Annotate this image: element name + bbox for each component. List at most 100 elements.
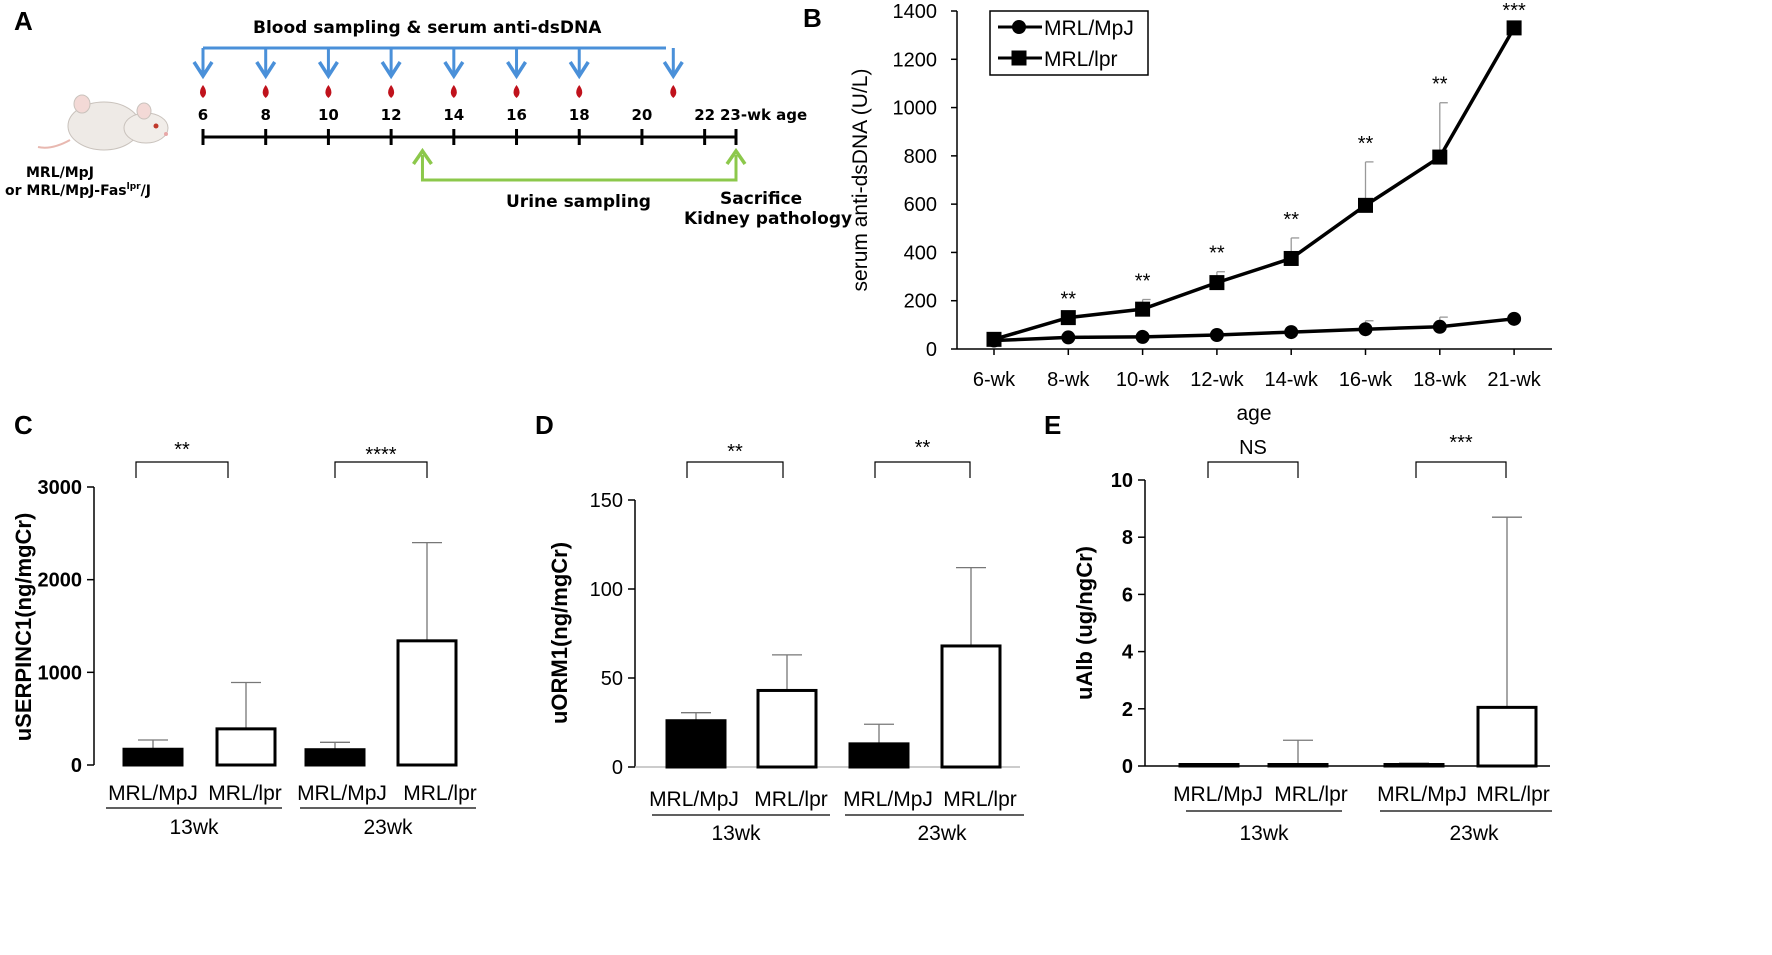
panel-e: E 0 2 4 6 8 10 uAlb (ug/ngCr) MRL/MpJ MRL/lpr 13w… xyxy=(1044,410,1552,845)
blood-drop-icon xyxy=(200,85,206,98)
y-tick-label: 50 xyxy=(601,668,623,690)
bar-category-label: MRL/lpr xyxy=(754,788,828,811)
data-point-lpr xyxy=(1135,301,1151,317)
timeline-ticks: 6 8 10 12 14 16 18 20 22 23-wk age xyxy=(198,106,807,145)
significance-bracket xyxy=(1207,461,1299,478)
blood-arrow-head xyxy=(380,61,402,80)
bar-category-label: MRL/lpr xyxy=(208,782,282,805)
data-point-mpj xyxy=(1209,327,1224,342)
panel-b-letter: B xyxy=(803,3,822,33)
significance-marker: **** xyxy=(365,444,396,466)
y-axis-title: serum anti-dsDNA (U/L) xyxy=(849,69,872,292)
y-axis-title: uORM1(ng/mgCr) xyxy=(547,542,572,724)
timeline-week-label: 6 xyxy=(198,106,208,124)
y-tick-label: 400 xyxy=(904,242,937,264)
x-tick-label: 21-wk xyxy=(1487,369,1541,391)
x-tick-label: 14-wk xyxy=(1265,369,1319,391)
bar-mpj xyxy=(122,747,184,767)
mouse-strain-label-1: MRL/MpJ xyxy=(26,165,94,181)
legend-marker-mpj xyxy=(1012,20,1026,34)
timeline-week-label: 10 xyxy=(318,106,339,124)
y-tick-label: 2 xyxy=(1122,699,1133,721)
bar-mpj xyxy=(665,719,727,769)
data-point-mpj xyxy=(1284,325,1299,340)
urine-sampling-arrows xyxy=(412,147,747,182)
blood-drop-icon xyxy=(262,85,269,98)
blood-arrow-head xyxy=(317,61,339,80)
blood-drop-icon xyxy=(450,85,457,98)
data-point-lpr xyxy=(1283,250,1299,266)
bar-lpr xyxy=(756,688,818,769)
significance-marker: ** xyxy=(1432,74,1448,96)
bar-lpr xyxy=(940,644,1002,769)
timeline-week-label: 14 xyxy=(443,106,464,124)
data-point-lpr xyxy=(1358,197,1373,213)
urine-arrow-head xyxy=(412,147,433,165)
group-label: 23wk xyxy=(363,816,413,839)
y-tick-label: 0 xyxy=(1122,756,1133,778)
timeline-week-label: 16 xyxy=(506,106,527,124)
data-point-mpj xyxy=(1061,330,1076,345)
data-point-lpr xyxy=(1209,275,1225,291)
significance-marker: ** xyxy=(1061,289,1077,311)
bar-category-label: MRL/MpJ xyxy=(297,782,387,805)
group-label: 13wk xyxy=(711,822,761,845)
urine-bracket-line xyxy=(420,155,738,182)
legend-marker-lpr xyxy=(1011,50,1027,66)
panel-d: D 0 50 100 150 uORM1(ng/mgCr) MRL/MpJ MRL/lpr 1… xyxy=(535,410,1024,845)
significance-marker: ** xyxy=(1135,271,1151,293)
y-tick-label: 2000 xyxy=(38,570,83,592)
blood-drop-icon xyxy=(670,85,677,98)
panel-c-letter: C xyxy=(14,410,33,440)
y-tick-label: 0 xyxy=(71,755,82,777)
group-label: 13wk xyxy=(169,816,219,839)
panel-b: B 0 200 400 600 800 1000 1200 1400 6-wk 8-wk 10-wk… xyxy=(803,0,1552,425)
data-point-mpj xyxy=(1507,311,1522,326)
panel-d-letter: D xyxy=(535,410,554,440)
blood-arrow-head xyxy=(568,61,590,80)
panel-e-letter: E xyxy=(1044,410,1061,440)
bar-lpr xyxy=(1267,763,1329,768)
x-tick-label: 18-wk xyxy=(1413,369,1467,391)
x-tick-label: 10-wk xyxy=(1116,369,1170,391)
significance-marker: *** xyxy=(1449,432,1473,454)
significance-marker: ** xyxy=(1283,209,1299,231)
kidney-pathology-label: Kidney pathology xyxy=(684,209,852,229)
significance-bracket xyxy=(686,461,784,478)
bar-lpr xyxy=(1476,705,1538,768)
blood-drop-icon xyxy=(576,85,583,98)
x-tick-label: 16-wk xyxy=(1339,369,1393,391)
blood-arrow-head xyxy=(662,61,684,80)
significance-marker: NS xyxy=(1239,437,1267,459)
bar-category-label: MRL/lpr xyxy=(1274,783,1348,806)
significance-marker: *** xyxy=(1502,0,1526,22)
bar-mpj xyxy=(304,748,366,767)
timeline-week-label: 18 xyxy=(569,106,590,124)
blood-arrow-head xyxy=(255,61,277,80)
group-label: 23wk xyxy=(917,822,967,845)
bar-category-label: MRL/MpJ xyxy=(1377,783,1467,806)
bar-category-label: MRL/MpJ xyxy=(649,788,739,811)
bar-lpr xyxy=(396,639,458,767)
y-tick-label: 150 xyxy=(590,490,623,512)
blood-drop-icon xyxy=(325,85,332,98)
urine-sampling-label: Urine sampling xyxy=(506,192,651,212)
y-axis-title: uAlb (ug/ngCr) xyxy=(1072,546,1097,700)
y-tick-label: 800 xyxy=(904,146,937,168)
panel-a-letter: A xyxy=(14,6,33,36)
bar-category-label: MRL/MpJ xyxy=(108,782,198,805)
series-line-mpj xyxy=(993,317,1515,343)
group-label: 13wk xyxy=(1239,822,1289,845)
y-tick-label: 6 xyxy=(1122,584,1133,606)
bar-category-label: MRL/lpr xyxy=(943,788,1017,811)
y-tick-label: 4 xyxy=(1122,642,1134,664)
y-tick-label: 1000 xyxy=(893,98,938,120)
urine-arrow-head xyxy=(725,147,747,165)
mouse-illustration xyxy=(37,94,169,151)
timeline-week-label: 20 xyxy=(632,106,653,124)
data-point-lpr xyxy=(1060,310,1076,326)
y-tick-label: 200 xyxy=(904,291,937,313)
blood-drop-icon xyxy=(513,85,520,98)
